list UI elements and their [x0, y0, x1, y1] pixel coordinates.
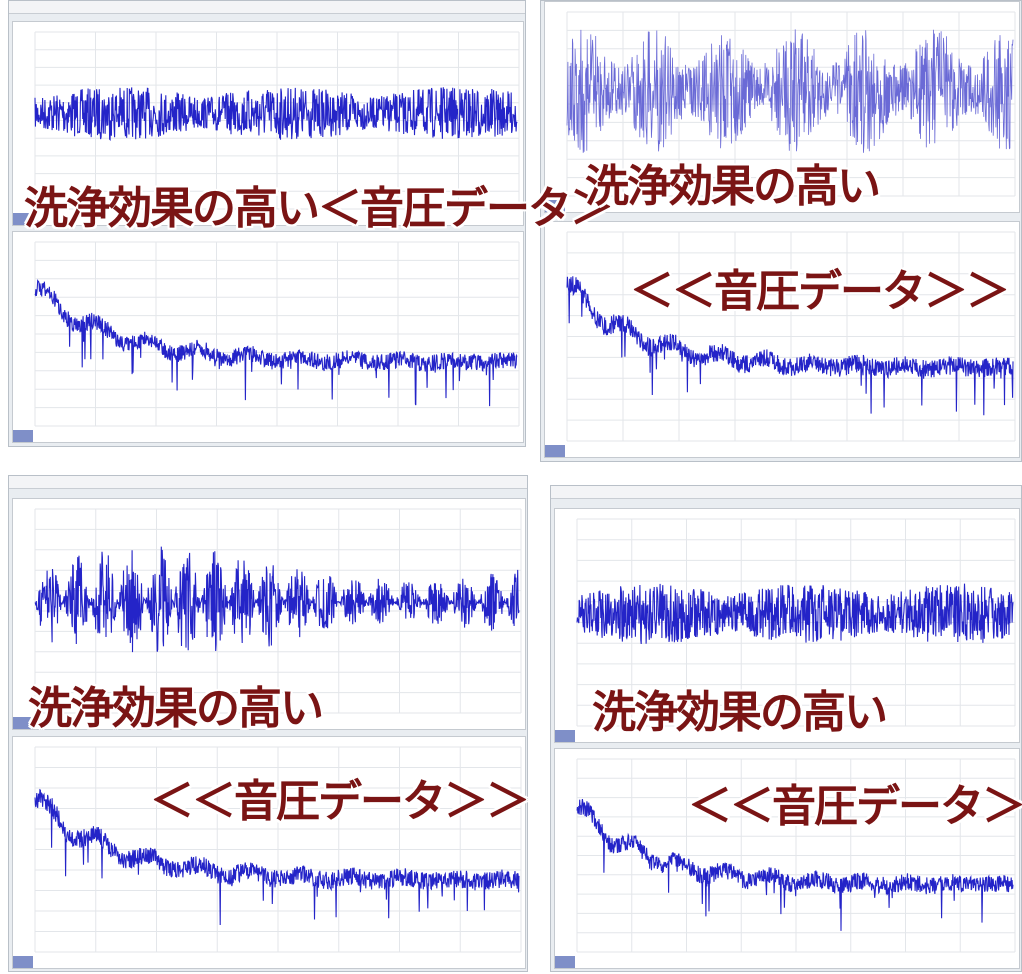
- caption: 洗浄効果の高い＜音圧データ＞: [24, 183, 614, 234]
- waveform: [34, 788, 520, 926]
- status-tab: [545, 445, 565, 457]
- plot: [545, 11, 1016, 212]
- chart-frame: [554, 748, 1020, 969]
- chart-frame: [12, 21, 524, 226]
- chart-frame: [544, 1, 1020, 213]
- window: [540, 0, 1022, 462]
- chart-frame: [12, 498, 526, 730]
- waveform: [566, 276, 1014, 416]
- plot: [13, 508, 522, 729]
- caption: 洗浄効果の高い: [28, 683, 324, 734]
- waveform: [576, 799, 1014, 931]
- waveform: [34, 87, 518, 142]
- plot: [555, 518, 1016, 742]
- plot: [13, 31, 520, 225]
- waveform: [34, 279, 518, 407]
- toolbar: [9, 1, 525, 14]
- caption: 洗浄効果の高い: [592, 687, 888, 738]
- window: [8, 0, 526, 447]
- caption: ＜＜音圧データ＞＞: [630, 266, 1010, 317]
- waveform: [34, 546, 520, 653]
- status-tab: [13, 717, 33, 729]
- plot: [13, 241, 520, 442]
- waveform: [576, 583, 1014, 645]
- status-tab: [13, 213, 33, 225]
- chart-frame: [12, 736, 526, 969]
- caption: 洗浄効果の高い: [585, 161, 881, 212]
- status-tab: [13, 430, 33, 442]
- waveform: [566, 29, 1014, 153]
- window: [550, 485, 1022, 972]
- chart-frame: [554, 508, 1020, 743]
- status-tab: [545, 200, 565, 212]
- chart-frame: [544, 221, 1020, 458]
- status-tab: [555, 730, 575, 742]
- plot: [13, 746, 522, 968]
- plot: [555, 758, 1016, 968]
- plot: [545, 231, 1016, 457]
- status-tab: [555, 956, 575, 968]
- toolbar: [551, 486, 1021, 499]
- caption: ＜＜音圧データ＞＞: [150, 776, 530, 827]
- chart-frame: [12, 231, 524, 443]
- toolbar: [9, 476, 527, 489]
- status-tab: [13, 956, 33, 968]
- window: [8, 475, 528, 972]
- caption: ＜＜音圧データ＞＞: [688, 781, 1022, 832]
